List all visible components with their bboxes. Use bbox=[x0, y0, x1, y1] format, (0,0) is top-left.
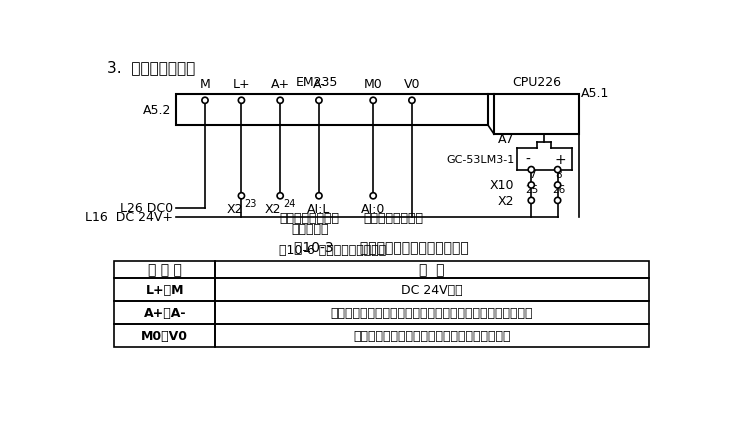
Text: X2: X2 bbox=[226, 202, 243, 215]
Circle shape bbox=[239, 98, 245, 104]
Text: L26 DC0: L26 DC0 bbox=[120, 201, 173, 214]
Text: A-: A- bbox=[313, 78, 325, 90]
Circle shape bbox=[370, 193, 376, 199]
Text: A5.2: A5.2 bbox=[143, 104, 172, 117]
Bar bbox=[114, 262, 215, 279]
Text: 儋10-6 模拟量扩展单元电路: 儋10-6 模拟量扩展单元电路 bbox=[279, 244, 387, 256]
Text: （未使用）: （未使用） bbox=[291, 222, 328, 235]
Circle shape bbox=[277, 98, 283, 104]
Text: X10: X10 bbox=[490, 179, 514, 192]
Circle shape bbox=[554, 198, 561, 204]
Bar bbox=[215, 279, 649, 302]
Text: +: + bbox=[555, 153, 567, 167]
Text: L16  DC 24V+: L16 DC 24V+ bbox=[85, 210, 173, 224]
Text: A+、A-: A+、A- bbox=[144, 307, 186, 320]
Circle shape bbox=[528, 182, 534, 189]
Circle shape bbox=[528, 198, 534, 204]
Text: 23: 23 bbox=[245, 199, 257, 209]
Text: V0: V0 bbox=[404, 78, 420, 90]
Text: M: M bbox=[199, 78, 210, 90]
Text: 8: 8 bbox=[555, 170, 562, 179]
Text: 24: 24 bbox=[283, 199, 296, 209]
Circle shape bbox=[277, 193, 283, 199]
Text: 表10-3      模拟量扩展单元定义号与功能: 表10-3 模拟量扩展单元定义号与功能 bbox=[294, 240, 469, 254]
Circle shape bbox=[554, 167, 561, 173]
Text: 定 义 号: 定 义 号 bbox=[147, 263, 182, 277]
Text: A5.1: A5.1 bbox=[581, 87, 609, 100]
Bar bbox=[215, 262, 649, 279]
Bar bbox=[215, 302, 649, 325]
Text: A+: A+ bbox=[270, 78, 290, 90]
Circle shape bbox=[409, 98, 415, 104]
Text: M0、V0: M0、V0 bbox=[142, 330, 188, 343]
Text: 接前方机台模拟量: 接前方机台模拟量 bbox=[279, 211, 339, 225]
Text: 7: 7 bbox=[529, 170, 535, 179]
Circle shape bbox=[370, 98, 376, 104]
Text: L+: L+ bbox=[233, 78, 250, 90]
Text: EM235: EM235 bbox=[296, 76, 338, 89]
Circle shape bbox=[202, 98, 208, 104]
Text: M0: M0 bbox=[364, 78, 382, 90]
Text: 功  能: 功 能 bbox=[419, 263, 445, 277]
Text: L+、M: L+、M bbox=[145, 284, 184, 296]
Text: -: - bbox=[525, 153, 531, 167]
Text: CPU226: CPU226 bbox=[512, 76, 561, 89]
Circle shape bbox=[316, 193, 322, 199]
Text: 3.  模拟量扩展单元: 3. 模拟量扩展单元 bbox=[107, 60, 195, 75]
Text: A7: A7 bbox=[498, 132, 514, 146]
Text: AI:L: AI:L bbox=[308, 202, 330, 215]
Bar bbox=[176, 95, 488, 126]
Text: 接打手模拟量输入: 接打手模拟量输入 bbox=[363, 211, 423, 225]
Text: X2: X2 bbox=[498, 194, 514, 207]
Text: 模拟电压输出端，接打手变频器的模拟量输入端: 模拟电压输出端，接打手变频器的模拟量输入端 bbox=[353, 330, 511, 343]
Text: 模拟量输入端，接前方机台的模拟量输出端。在本机中未使用: 模拟量输入端，接前方机台的模拟量输出端。在本机中未使用 bbox=[330, 307, 534, 320]
Bar bbox=[114, 302, 215, 325]
Text: DC 24V电源: DC 24V电源 bbox=[402, 284, 463, 296]
Circle shape bbox=[528, 167, 534, 173]
Text: AI:0: AI:0 bbox=[361, 202, 385, 215]
Bar bbox=[494, 95, 579, 135]
Text: 25: 25 bbox=[525, 185, 539, 195]
Bar bbox=[114, 279, 215, 302]
Bar bbox=[114, 325, 215, 348]
Text: 26: 26 bbox=[552, 185, 565, 195]
Circle shape bbox=[554, 182, 561, 189]
Circle shape bbox=[316, 98, 322, 104]
Circle shape bbox=[239, 193, 245, 199]
Text: GC-53LM3-1: GC-53LM3-1 bbox=[446, 155, 514, 164]
Text: X2: X2 bbox=[265, 202, 282, 215]
Bar bbox=[215, 325, 649, 348]
